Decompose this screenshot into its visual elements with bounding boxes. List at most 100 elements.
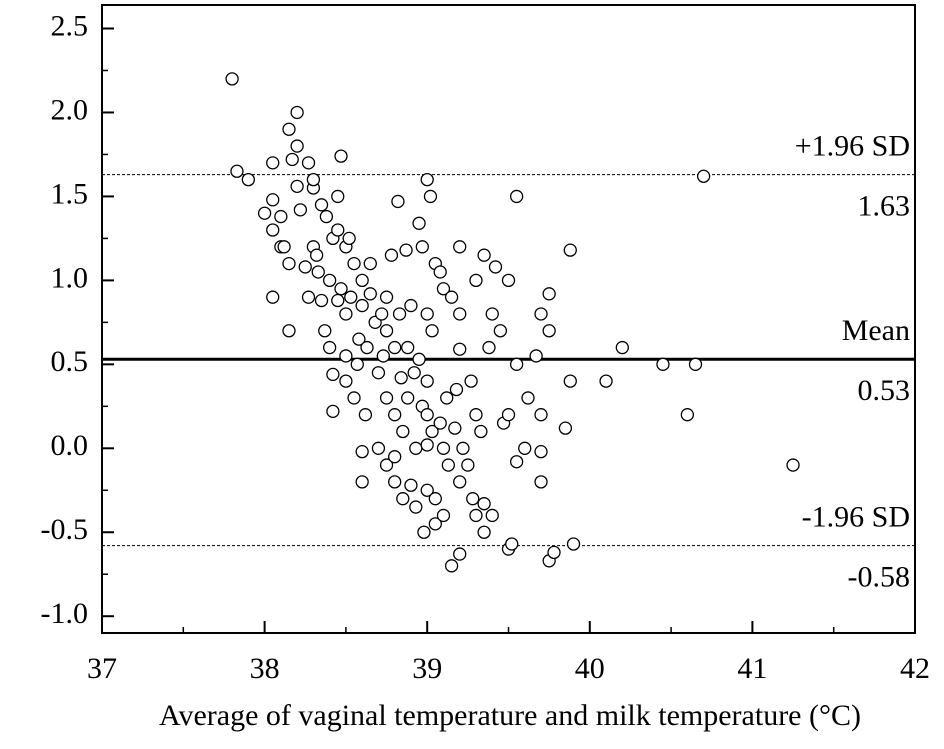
data-point [306,172,321,187]
y-tick-label: 0.5 [51,345,89,378]
data-point [534,307,548,321]
x-tick-label: 38 [250,652,280,685]
data-point [558,421,573,435]
data-point [339,374,353,388]
data-point [433,416,447,430]
data-point [449,382,464,397]
data-point [415,240,429,254]
data-point [428,492,442,506]
y-tick-label: 1.0 [51,261,89,294]
data-point [309,248,324,262]
data-point [521,391,535,405]
data-point [363,287,377,301]
data-point [509,357,524,371]
data-point [322,340,337,355]
data-point [355,298,369,313]
data-point [388,408,402,422]
data-point [401,340,415,355]
data-point [453,547,467,561]
data-point [322,273,337,288]
data-point [392,307,407,321]
data-point [485,307,499,321]
data-point [417,525,431,539]
x-axis-title: Average of vaginal temperature and milk … [159,699,861,732]
data-point [412,216,426,230]
data-point [599,374,613,388]
data-point [453,240,467,254]
data-point [379,458,394,472]
data-point [534,408,548,422]
data-point [352,332,366,346]
data-point [425,324,439,338]
data-point [412,352,426,366]
data-point [326,367,340,382]
data-point [680,408,695,422]
data-point [696,169,711,183]
data-point [225,72,239,86]
data-point [355,273,369,288]
data-point [501,408,516,422]
data-point [293,203,308,217]
data-point [334,282,348,296]
data-point [379,290,394,304]
y-tick-label: -1.0 [41,597,89,630]
data-point [318,324,332,338]
data-point [547,545,561,560]
data-point [469,273,483,288]
x-tick-label: 40 [575,652,605,685]
data-point [347,256,361,271]
data-point [274,209,288,224]
data-point [518,441,532,455]
data-point [334,149,348,163]
data-point [388,450,402,464]
data-point [326,404,340,419]
data-point [688,357,703,371]
data-point [509,189,524,204]
data-point [453,307,467,321]
data-point [401,391,415,405]
data-point [298,260,312,274]
data-point [407,366,421,380]
data-point [375,307,389,321]
data-point [501,273,516,288]
data-point [420,408,434,422]
data-point [266,290,280,304]
data-point [379,324,394,338]
data-point [441,458,455,472]
data-point [379,391,394,405]
data-point [350,357,364,371]
data-point [425,424,439,439]
data-point [420,438,434,452]
data-point [509,455,524,469]
data-point [371,441,386,455]
data-point [448,421,462,435]
data-point [477,497,491,511]
data-point [485,508,499,523]
data-point [453,475,467,489]
reference-label: Mean [842,314,910,347]
x-tick-label: 42 [900,652,930,685]
data-point [409,500,423,514]
data-point [394,371,408,385]
x-tick-label: 41 [737,652,767,685]
data-point [436,441,451,455]
data-point [396,492,410,506]
data-point [360,340,374,355]
data-point [464,374,478,388]
data-point [469,408,483,422]
data-point [301,290,316,304]
data-point [453,342,467,356]
data-point [566,537,581,551]
data-point [656,357,670,371]
data-point [409,441,423,455]
data-point [339,349,353,363]
data-point [331,293,345,308]
data-point [482,340,496,355]
data-point [440,391,454,405]
data-point [404,298,418,313]
data-point [355,475,369,489]
data-point [301,156,316,170]
data-point [282,122,296,136]
y-tick-label: 2.0 [51,93,89,126]
data-point [420,307,434,321]
